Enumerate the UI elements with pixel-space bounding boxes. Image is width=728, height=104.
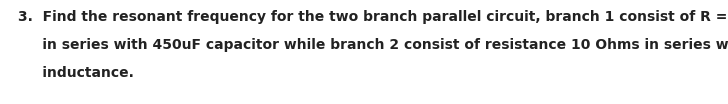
Text: inductance.: inductance. [18,66,134,80]
Text: in series with 450uF capacitor while branch 2 consist of resistance 10 Ohms in s: in series with 450uF capacitor while bra… [18,38,728,52]
Text: 3.  Find the resonant frequency for the two branch parallel circuit, branch 1 co: 3. Find the resonant frequency for the t… [18,10,728,24]
